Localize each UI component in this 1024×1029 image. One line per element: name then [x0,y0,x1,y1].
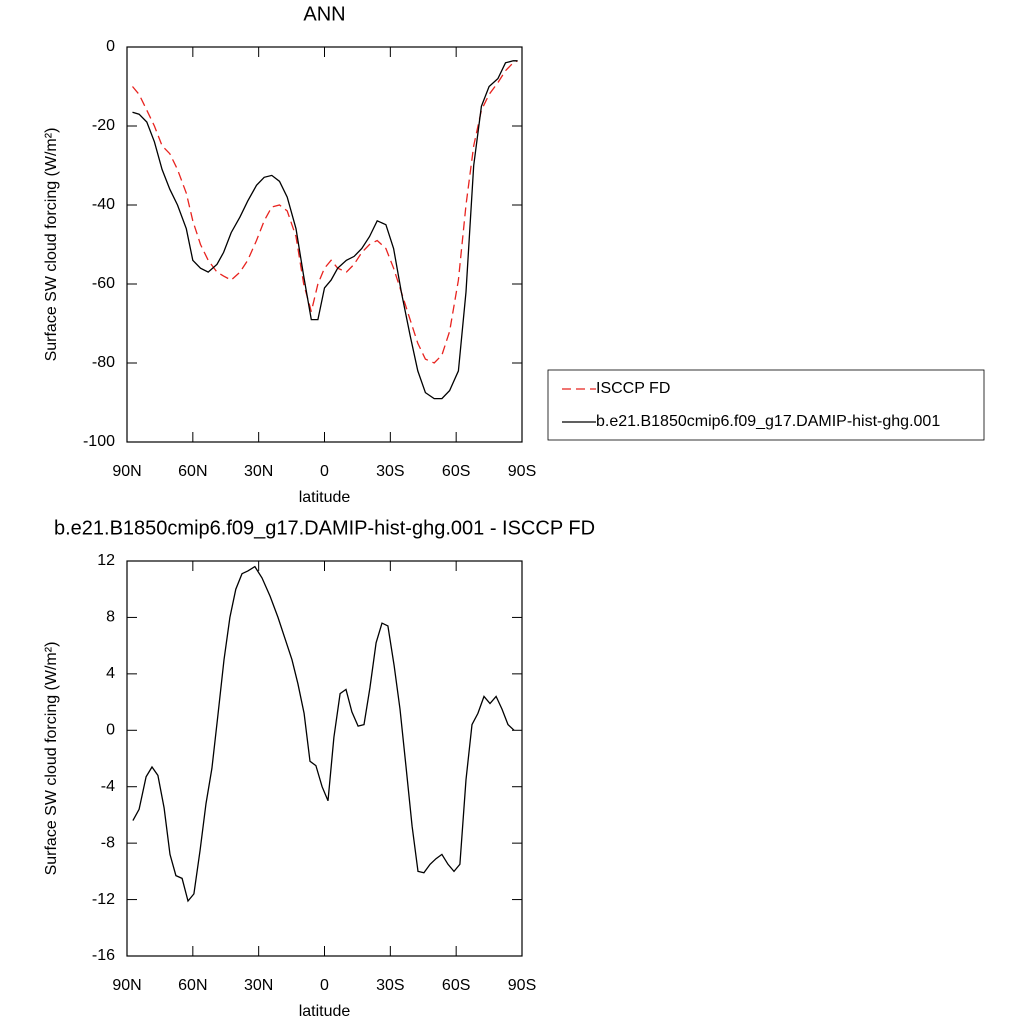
y-tick-label: -4 [101,778,115,795]
y-tick-label: 4 [106,665,115,682]
x-tick-label: 30N [244,977,273,994]
chart-title: ANN [303,3,345,25]
x-tick-label: 60S [442,977,470,994]
x-tick-label: 60N [178,977,207,994]
x-tick-label: 30N [244,463,273,480]
y-tick-label: -40 [92,196,115,213]
x-tick-label: 60S [442,463,470,480]
data-line [132,60,518,364]
legend-label: ISCCP FD [596,380,670,397]
y-tick-label: -8 [101,834,115,851]
y-tick-label: 12 [97,552,115,569]
chart-title: b.e21.B1850cmip6.f09_g17.DAMIP-hist-ghg.… [54,517,595,539]
y-tick-label: -20 [92,117,115,134]
plot-frame [126,560,523,957]
y-tick-label: 8 [106,609,115,626]
x-tick-label: 30S [376,977,404,994]
x-tick-label: 90S [508,977,536,994]
y-tick-label: -100 [83,433,115,450]
x-tick-label: 90S [508,463,536,480]
x-tick-label: 90N [112,977,141,994]
x-axis-label: latitude [299,489,351,506]
y-tick-label: -80 [92,354,115,371]
x-tick-label: 0 [320,977,329,994]
x-tick-label: 0 [320,463,329,480]
legend-label: b.e21.B1850cmip6.f09_g17.DAMIP-hist-ghg.… [596,413,940,430]
y-tick-label: 0 [106,722,115,739]
plot-frame [126,46,523,443]
x-axis-label: latitude [299,1003,351,1020]
legend-box [547,369,985,441]
x-tick-label: 60N [178,463,207,480]
x-tick-label: 30S [376,463,404,480]
y-axis-label: Surface SW cloud forcing (W/m²) [43,128,60,362]
y-tick-label: -60 [92,275,115,292]
y-axis-label: Surface SW cloud forcing (W/m²) [43,642,60,876]
y-tick-label: -12 [92,891,115,908]
data-line [132,565,515,903]
y-tick-label: 0 [106,38,115,55]
x-tick-label: 90N [112,463,141,480]
y-tick-label: -16 [92,947,115,964]
data-line [132,60,518,400]
